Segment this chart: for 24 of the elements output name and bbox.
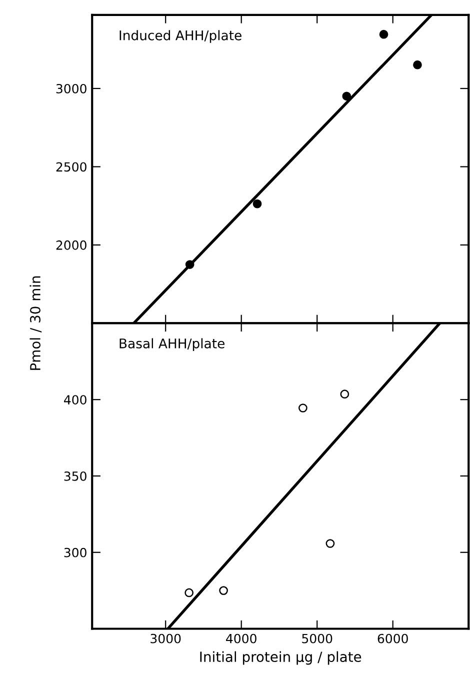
point bbox=[252, 199, 262, 208]
y-axis-title: Pmol / 30 min bbox=[30, 276, 42, 370]
point bbox=[298, 404, 308, 412]
y-tick-label: 350 bbox=[64, 471, 86, 481]
point bbox=[219, 586, 228, 595]
point bbox=[413, 60, 422, 70]
x-tick-label: 5000 bbox=[302, 634, 332, 644]
point bbox=[379, 30, 388, 39]
annotation: Basal AHH/plate bbox=[120, 338, 224, 351]
y-tick-label: 2500 bbox=[56, 162, 86, 172]
y-tick-label: 3000 bbox=[56, 84, 86, 94]
x-tick-label: 4000 bbox=[226, 634, 256, 644]
point bbox=[185, 260, 194, 269]
y-tick-label: 2000 bbox=[56, 240, 86, 250]
point bbox=[326, 539, 335, 548]
point bbox=[184, 588, 194, 598]
y-tick-label: 300 bbox=[64, 548, 86, 558]
point bbox=[340, 390, 350, 399]
annotation: Induced AHH/plate bbox=[120, 30, 242, 43]
x-axis-title: Initial protein μg / plate bbox=[200, 651, 362, 665]
point bbox=[342, 92, 352, 101]
x-tick-label: 6000 bbox=[378, 634, 408, 644]
x-tick-label: 3000 bbox=[150, 634, 181, 644]
y-tick-label: 400 bbox=[64, 395, 86, 405]
